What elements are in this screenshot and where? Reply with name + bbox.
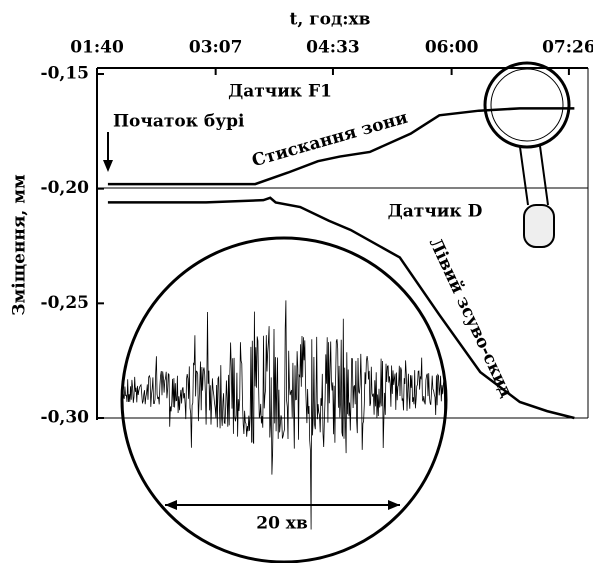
y-axis-label: Зміщення, мм [10,174,30,316]
series-label: Датчик F1 [228,82,332,102]
x-tick-label: 01:40 [70,38,124,58]
series-label: Датчик D [388,202,483,222]
annotation: Стискання зони [250,108,411,172]
annotation: Початок бурі [113,112,245,132]
x-tick-label: 07:26 [542,38,593,58]
inset-circle [120,236,448,563]
y-tick-label: -0,30 [41,408,90,428]
y-tick-label: -0,25 [41,293,89,313]
x-tick-label: 06:00 [425,38,479,58]
x-tick-label: 04:33 [306,38,360,58]
magnifier [483,61,571,248]
x-axis-label: t, год:хв [290,10,371,30]
series-line [107,107,575,186]
y-tick-label: -0,20 [41,178,90,198]
waveform [122,300,446,530]
storm-arrow-head [103,160,113,172]
y-tick-label: -0,15 [41,64,89,84]
annotation: 20 хв [256,514,308,534]
x-tick-label: 03:07 [189,38,243,58]
series-line [107,196,575,420]
inset-waveform [122,300,446,530]
